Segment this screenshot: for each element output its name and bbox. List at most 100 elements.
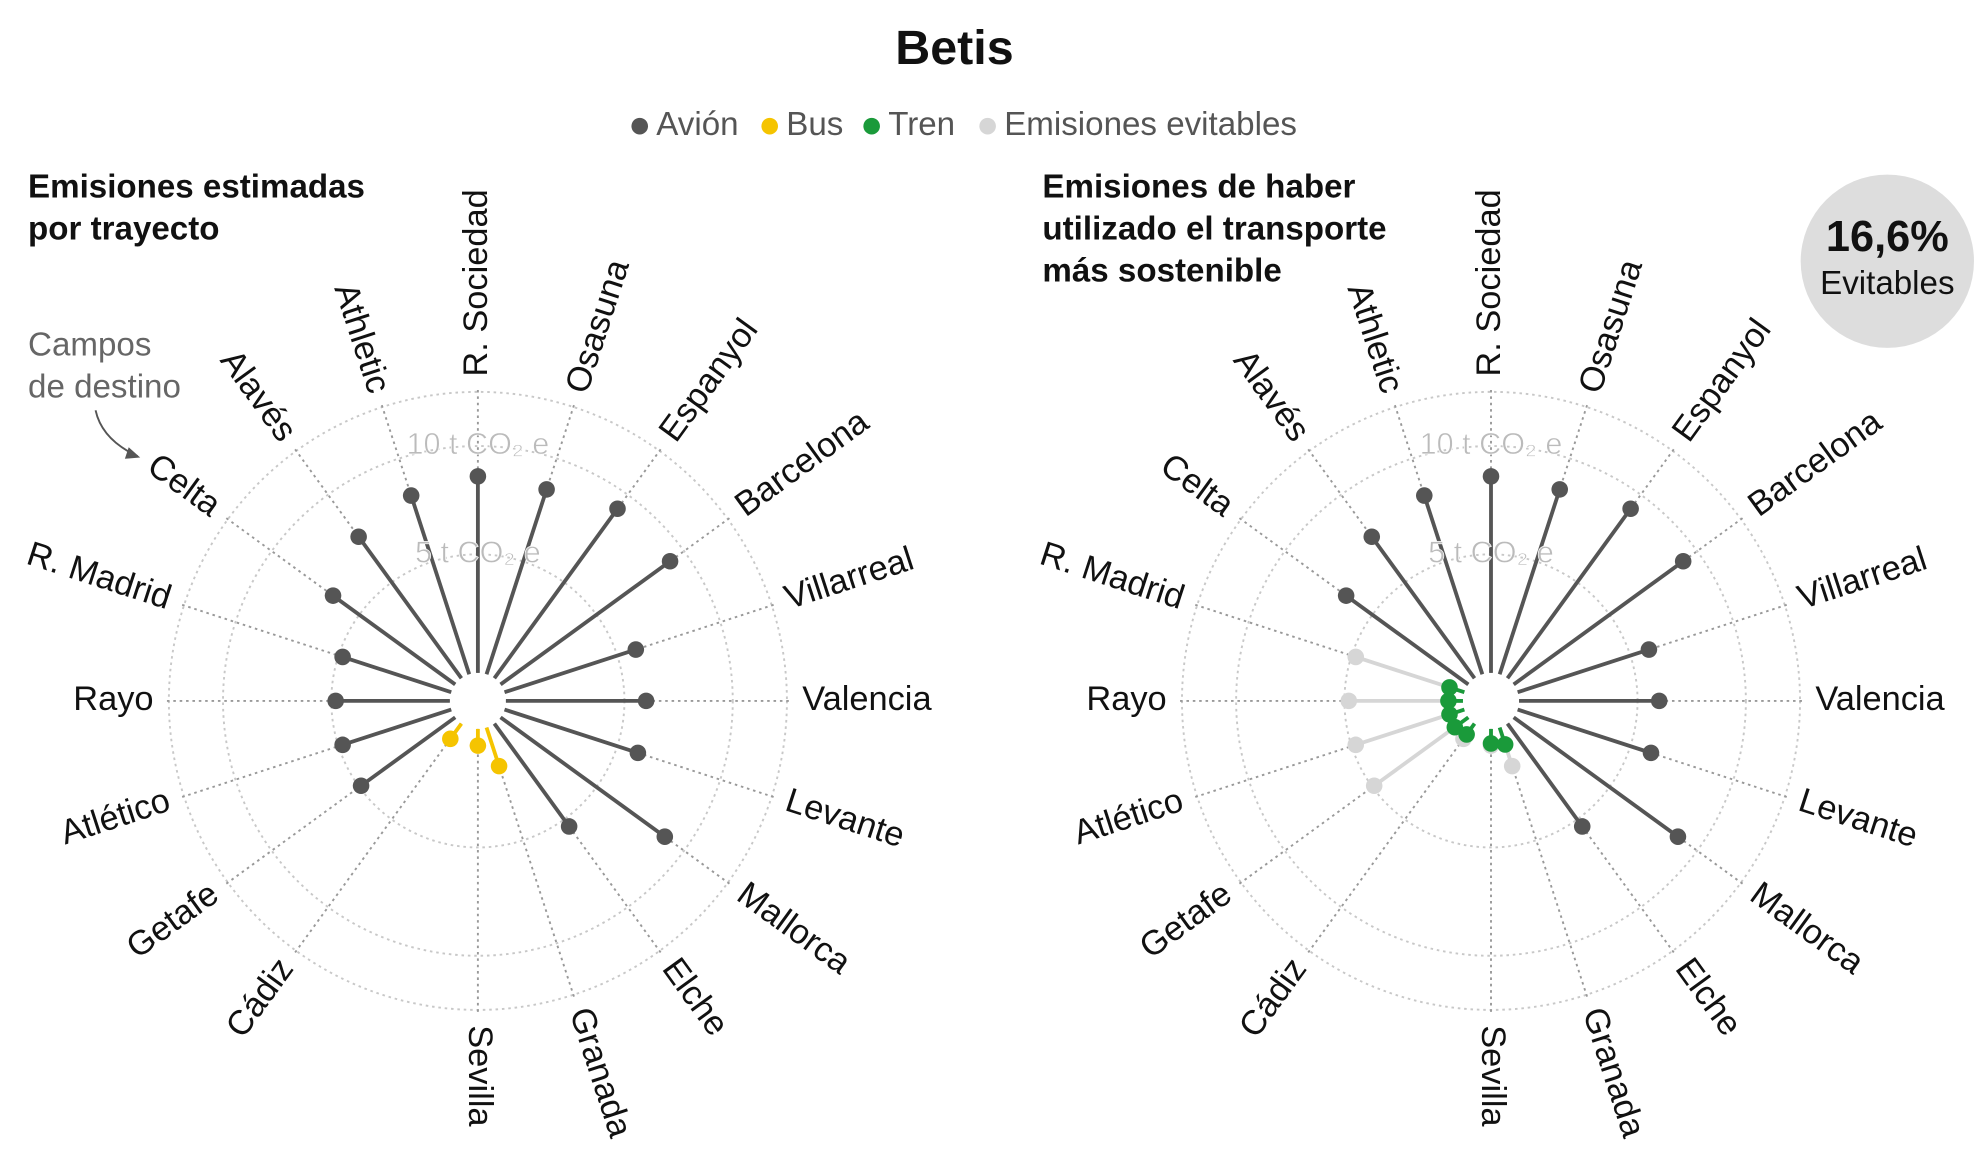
lollipop-stem bbox=[342, 655, 452, 695]
annotation-arrowhead bbox=[124, 447, 141, 459]
category-label: R. Sociedad bbox=[457, 189, 495, 376]
category-label: Valencia bbox=[802, 680, 932, 718]
lollipop-dot bbox=[442, 730, 459, 748]
lollipop-dot bbox=[1551, 481, 1569, 498]
lollipop-dot bbox=[1337, 587, 1355, 604]
category-label: Rayo bbox=[1086, 680, 1166, 718]
legend-label: Tren bbox=[888, 106, 955, 143]
lollipop-dot bbox=[1642, 744, 1660, 762]
lollipop-stem bbox=[1497, 488, 1562, 675]
lollipop-stem bbox=[503, 707, 639, 755]
y-tick-label: 5 t CO₂ e bbox=[415, 535, 541, 569]
grid-ring bbox=[1235, 445, 1747, 957]
lollipop-dot bbox=[1446, 718, 1464, 736]
category-label: Cádiz bbox=[219, 951, 301, 1044]
category-label: Levante bbox=[781, 781, 909, 855]
lollipop-dot bbox=[1674, 552, 1692, 570]
lollipop-dot bbox=[350, 528, 367, 546]
category-label: Getafe bbox=[120, 875, 226, 966]
panel-subtitle: por trayecto bbox=[28, 210, 219, 247]
annotation: Campos bbox=[28, 326, 151, 363]
lollipop-dot bbox=[1340, 692, 1358, 710]
category-label: Celta bbox=[140, 446, 228, 524]
lollipop-stem bbox=[1422, 494, 1485, 675]
category-label: Elche bbox=[1668, 951, 1749, 1043]
grid-ring bbox=[222, 445, 734, 957]
legend-marker bbox=[631, 117, 649, 135]
category-label: Valencia bbox=[1815, 680, 1945, 718]
category-label: Villarreal bbox=[1793, 540, 1931, 617]
lollipop-stem bbox=[1505, 507, 1633, 680]
legend-label: Emisiones evitables bbox=[1004, 106, 1297, 143]
lollipop-dot bbox=[1650, 692, 1668, 710]
category-label: Rayo bbox=[73, 680, 153, 718]
category-label: Osasuna bbox=[558, 254, 637, 397]
lollipop-stem bbox=[1345, 594, 1470, 686]
lollipop-dot bbox=[560, 818, 578, 835]
lollipop-dot bbox=[1640, 641, 1658, 658]
lollipop-stem bbox=[1505, 722, 1584, 828]
category-label: Barcelona bbox=[728, 402, 876, 524]
category-label: R. Madrid bbox=[22, 535, 176, 617]
lollipop-dot bbox=[629, 744, 647, 762]
legend-marker bbox=[979, 117, 996, 135]
category-label: Granada bbox=[562, 1003, 640, 1143]
category-label: Osasuna bbox=[1571, 254, 1650, 397]
category-label: Sevilla bbox=[1474, 1025, 1512, 1127]
panel-subtitle: utilizado el transporte bbox=[1042, 210, 1386, 247]
chart-title: Betis bbox=[895, 21, 1013, 75]
legend-marker bbox=[863, 117, 880, 135]
category-label: Barcelona bbox=[1741, 402, 1889, 524]
lollipop-dot bbox=[1363, 528, 1381, 546]
category-label: Atlético bbox=[1069, 781, 1188, 852]
lollipop-dot bbox=[1440, 692, 1457, 710]
legend-marker bbox=[761, 117, 778, 135]
y-tick-label: 10 t CO₂ e bbox=[407, 427, 550, 461]
lollipop-stem bbox=[499, 715, 666, 839]
category-label: Espanyol bbox=[1665, 312, 1779, 449]
lollipop-dot bbox=[1503, 757, 1521, 775]
category-label: Levante bbox=[1794, 781, 1922, 855]
lollipop-dot bbox=[538, 481, 555, 498]
category-label: Cádiz bbox=[1232, 951, 1314, 1044]
lollipop-dot bbox=[1347, 648, 1365, 666]
lollipop-dot bbox=[609, 500, 626, 518]
category-label: Sevilla bbox=[461, 1025, 499, 1127]
lollipop-stem bbox=[331, 594, 457, 686]
category-label: R. Sociedad bbox=[1470, 189, 1508, 376]
panel-subtitle: Emisiones estimadas bbox=[28, 168, 365, 205]
lollipop-dot bbox=[334, 736, 351, 754]
lollipop-stem bbox=[1517, 707, 1652, 755]
lollipop-stem bbox=[492, 507, 620, 680]
category-label: R. Madrid bbox=[1035, 535, 1189, 617]
lollipop-dot bbox=[402, 487, 420, 504]
lollipop-stem bbox=[1512, 715, 1680, 839]
lollipop-stem bbox=[1512, 559, 1685, 686]
lollipop-dot bbox=[627, 641, 645, 658]
lollipop-stem bbox=[409, 494, 472, 675]
panel-subtitle: más sostenible bbox=[1042, 252, 1281, 289]
category-label: Alavés bbox=[213, 343, 304, 449]
lollipop-dot bbox=[1482, 468, 1500, 485]
y-tick-label: 10 t CO₂ e bbox=[1420, 427, 1563, 461]
category-label: Athletic bbox=[327, 279, 398, 398]
badge-value: 16,6% bbox=[1826, 213, 1949, 261]
category-label: Espanyol bbox=[652, 312, 766, 449]
lollipop-dot bbox=[637, 692, 655, 710]
lollipop-stem bbox=[342, 707, 452, 747]
lollipop-stem bbox=[492, 722, 571, 828]
annotation: de destino bbox=[28, 368, 181, 405]
lollipop-dot bbox=[656, 828, 674, 845]
category-label: Mallorca bbox=[1743, 875, 1871, 983]
badge-circle bbox=[1800, 174, 1974, 348]
lollipop-dot bbox=[1416, 487, 1433, 504]
category-label: Mallorca bbox=[730, 875, 858, 983]
lollipop-stem bbox=[484, 488, 549, 675]
lollipop-dot bbox=[1482, 735, 1500, 752]
lollipop-stem bbox=[503, 647, 637, 695]
category-label: Villarreal bbox=[780, 540, 918, 617]
lollipop-stem bbox=[1517, 647, 1650, 695]
y-tick-label: 5 t CO₂ e bbox=[1428, 535, 1554, 569]
lollipop-stem bbox=[499, 559, 672, 686]
lollipop-dot bbox=[1365, 777, 1383, 795]
